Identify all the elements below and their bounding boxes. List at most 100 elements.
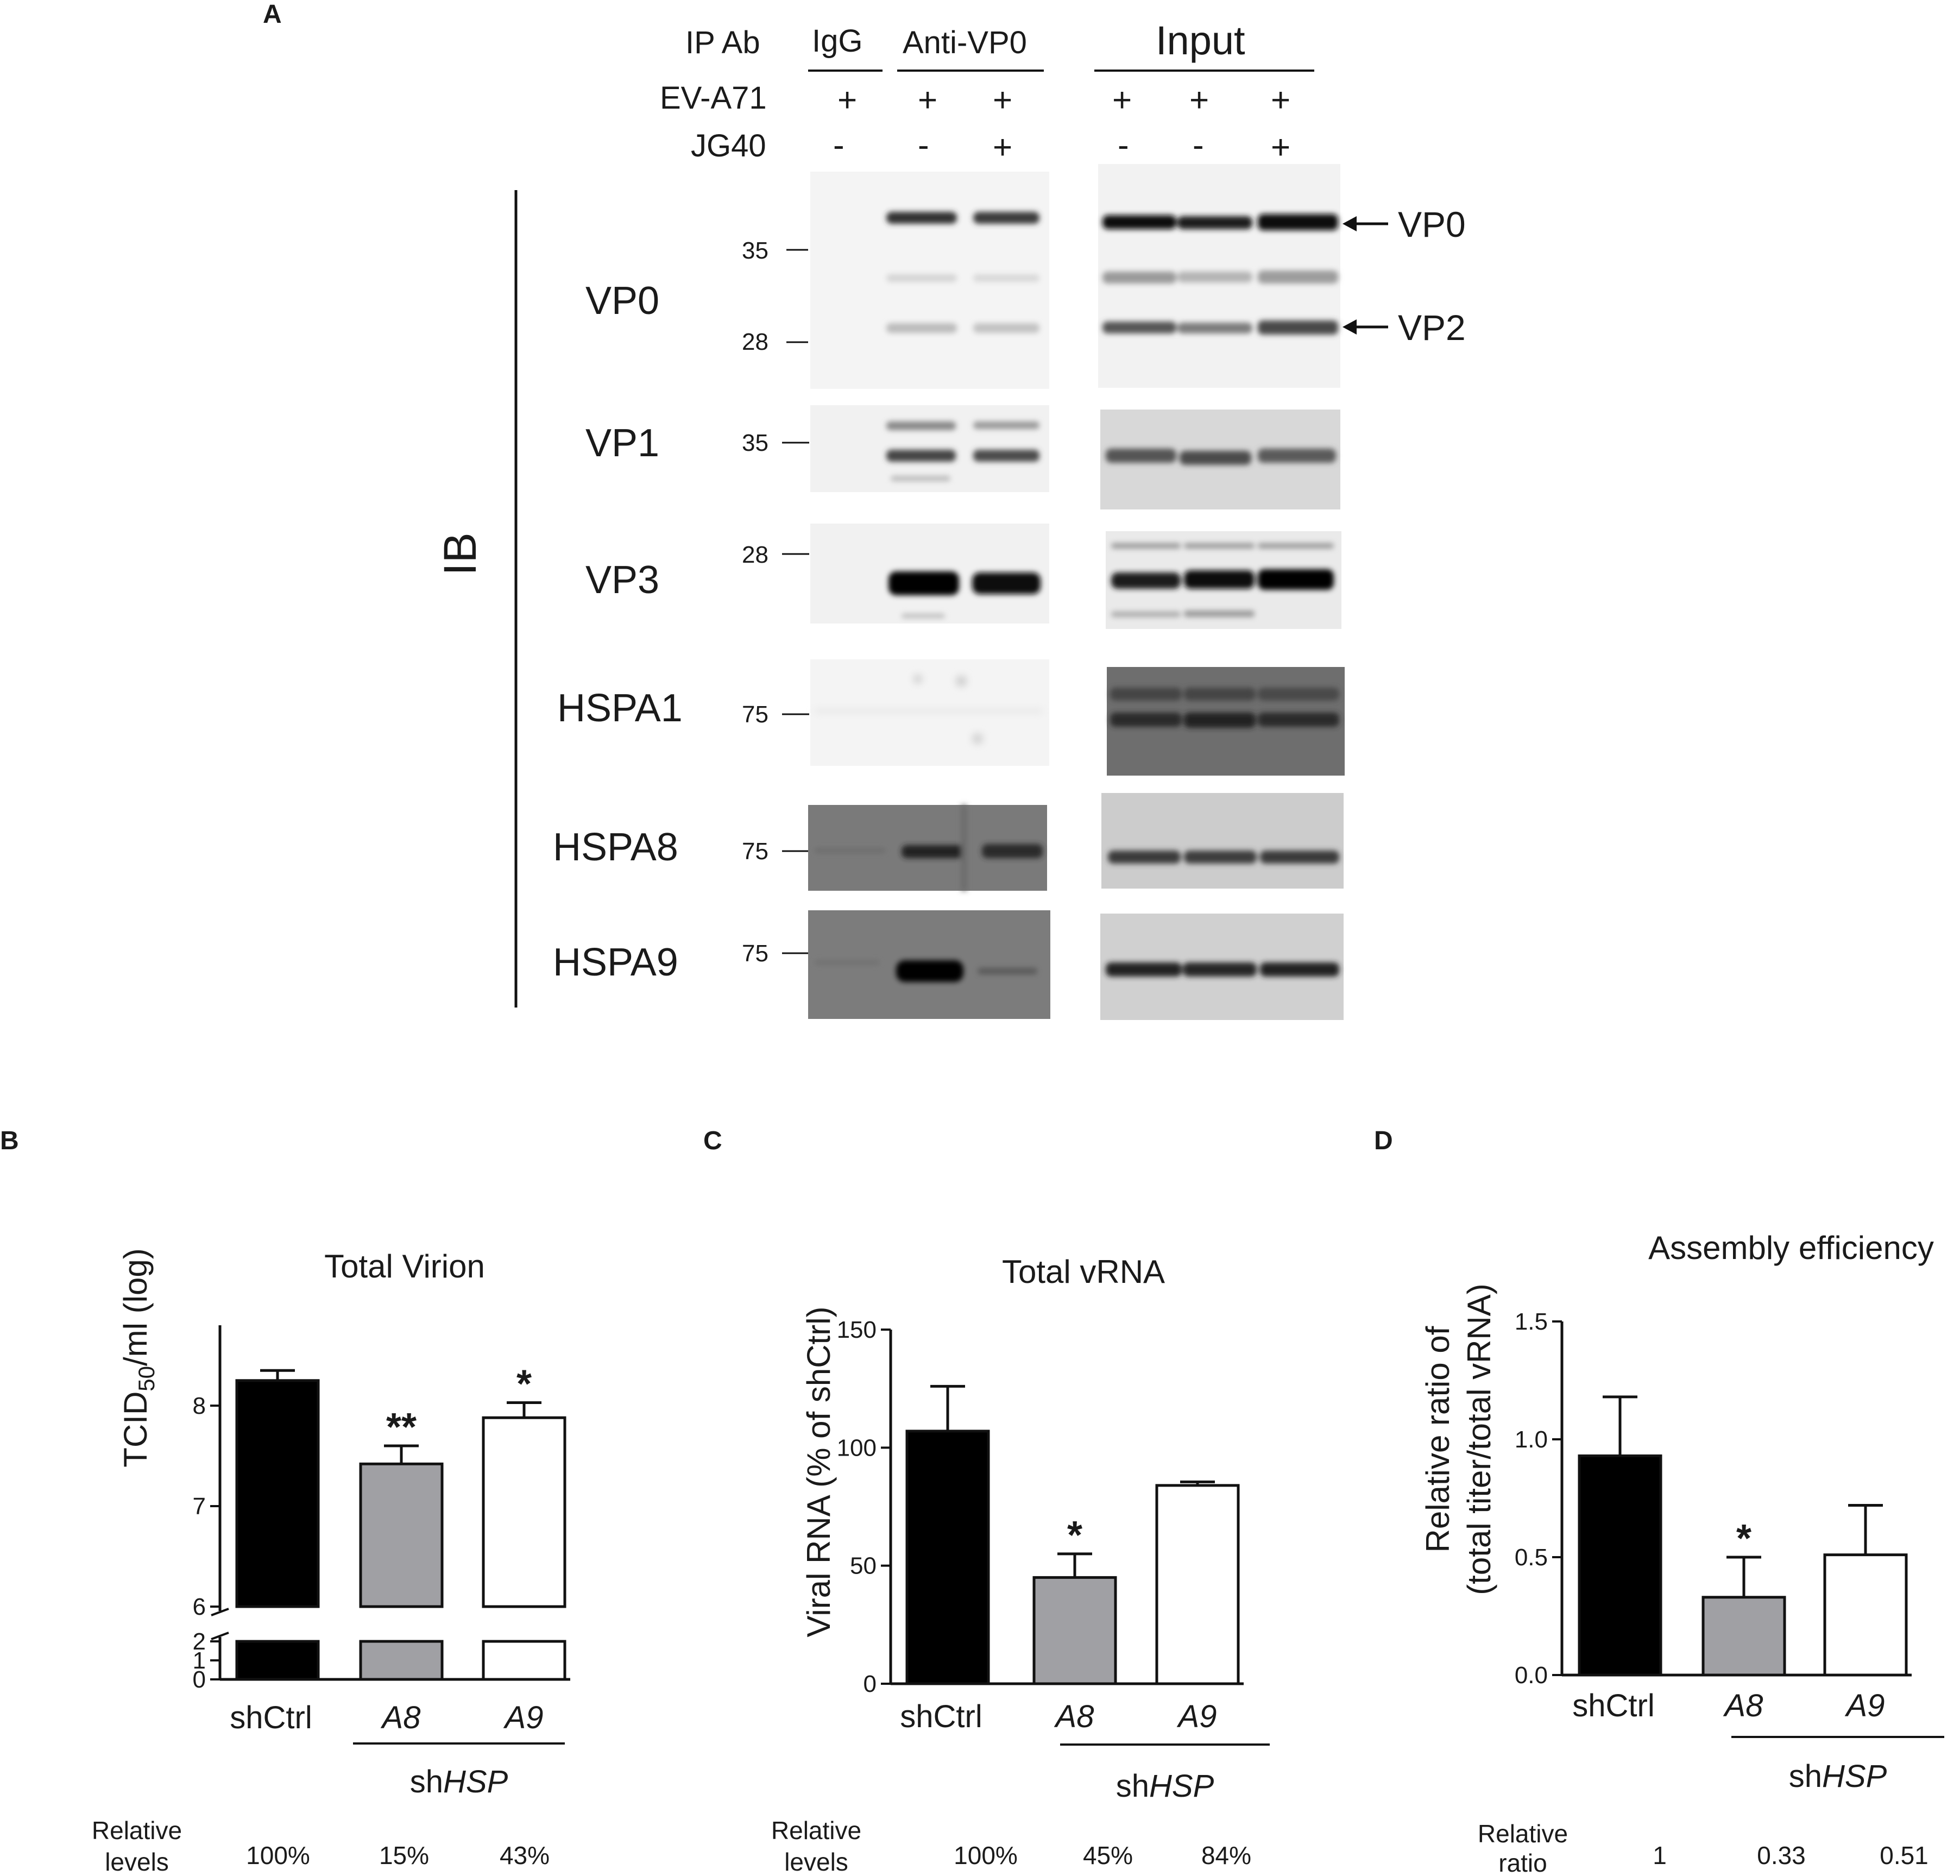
y-tick-label: 0.5 xyxy=(1515,1544,1548,1571)
category-label: A8 xyxy=(1723,1688,1763,1723)
y-tick-label: 8 xyxy=(193,1393,206,1419)
group-label-prefix: sh xyxy=(410,1764,443,1799)
y-tick-label: 1 xyxy=(193,1647,206,1674)
sign-jg40-lane-5: - xyxy=(1193,127,1204,164)
arrow-label-vp2: VP2 xyxy=(1398,307,1466,348)
blot-strip-vp3-ip xyxy=(810,524,1049,624)
chart-b-ylabel-part-1: TCID xyxy=(117,1392,154,1468)
bar-shctrl xyxy=(235,1379,320,1608)
arrow-label-vp0: VP0 xyxy=(1398,204,1466,244)
bar-a8-lower xyxy=(359,1640,444,1681)
sign-ev-a71-lane-6: + xyxy=(1271,81,1290,119)
panel-letter-a: A xyxy=(263,0,282,29)
bar-a9 xyxy=(1155,1484,1240,1685)
category-label: shCtrl xyxy=(230,1700,312,1735)
y-tick-label: 0 xyxy=(864,1671,877,1697)
category-label: shCtrl xyxy=(900,1699,982,1734)
relative-value: 0.51 xyxy=(1880,1841,1929,1869)
blot-strip-hspa8-input xyxy=(1101,793,1344,889)
sign-jg40-lane-2: - xyxy=(918,127,929,164)
panel-b: B Total Virion TCID50/ml (log) 6 7 8 012 shC… xyxy=(0,1126,570,1876)
protein-label-vp3: VP3 xyxy=(585,558,659,602)
mw-marker-vp3-28: 28 xyxy=(742,542,768,568)
protein-label-vp0: VP0 xyxy=(585,279,659,323)
header-ev-a71-label: EV-A71 xyxy=(660,80,767,116)
group-label-prefix: sh xyxy=(1789,1759,1822,1794)
chart-b-ylabel-part-2: /ml (log) xyxy=(117,1248,154,1366)
mw-marker-vp1-35: 35 xyxy=(742,430,768,456)
chart-b-ylabel-subscript: 50 xyxy=(134,1366,159,1392)
ev-a71-signs: + + + + + + xyxy=(837,81,1290,119)
sign-jg40-lane-3: + xyxy=(993,129,1012,166)
y-tick-label: 50 xyxy=(850,1553,877,1579)
header-jg40-label: JG40 xyxy=(691,128,766,163)
group-label-italic: HSP xyxy=(1822,1759,1887,1794)
category-label: A8 xyxy=(381,1700,421,1735)
category-label: A9 xyxy=(1845,1688,1885,1723)
protein-label-hspa9: HSPA9 xyxy=(553,941,678,984)
y-tick-label: 0.0 xyxy=(1515,1662,1548,1689)
group-label-italic: HSP xyxy=(443,1764,508,1799)
axis-break-mark xyxy=(211,1632,229,1640)
significance-marker: * xyxy=(1067,1514,1082,1557)
panel-letter-c: C xyxy=(703,1126,722,1155)
chart-d-ylabel-line-1: Relative ratio of xyxy=(1420,1326,1456,1552)
significance-marker: * xyxy=(1736,1517,1751,1560)
mw-marker-hspa8-75: 75 xyxy=(742,838,768,865)
blot-strip-vp0-input xyxy=(1098,164,1340,388)
relative-value: 100% xyxy=(954,1841,1018,1869)
relative-label-line: levels xyxy=(784,1848,848,1876)
group-label: shHSP xyxy=(1789,1759,1887,1794)
chart-c-ylabel: Viral RNA (% of shCtrl) xyxy=(801,1306,837,1637)
significance-marker: ** xyxy=(386,1406,417,1449)
category-label: A8 xyxy=(1054,1699,1094,1734)
bar-shctrl xyxy=(1578,1454,1662,1677)
bar-a8 xyxy=(1701,1596,1786,1677)
blot-strip-hspa1-ip xyxy=(810,659,1049,766)
sign-ev-a71-lane-1: + xyxy=(837,81,857,119)
group-label: shHSP xyxy=(1116,1768,1214,1804)
relative-value: 0.33 xyxy=(1757,1841,1806,1869)
bar-a8 xyxy=(359,1462,444,1608)
sign-jg40-lane-6: + xyxy=(1271,129,1290,166)
relative-value: 84% xyxy=(1201,1841,1251,1869)
chart-c-plot: 0 50 100 150 shCtrl 100% * A8 45% A9 84% shHSP Relat… xyxy=(771,1317,1270,1876)
relative-value: 43% xyxy=(500,1841,550,1869)
y-tick-label: 2 xyxy=(193,1628,206,1655)
chart-d-ylabel-line-2: (total titer/total vRNA) xyxy=(1461,1283,1497,1595)
significance-marker: * xyxy=(516,1362,532,1406)
arrow-vp0: VP0 xyxy=(1343,204,1466,244)
group-label-input: Input xyxy=(1156,18,1245,63)
relative-label-line: levels xyxy=(105,1848,169,1876)
panel-letter-d: D xyxy=(1374,1126,1393,1155)
relative-value: 45% xyxy=(1083,1841,1133,1869)
sign-ev-a71-lane-5: + xyxy=(1189,81,1209,119)
chart-b-title: Total Virion xyxy=(324,1248,485,1285)
header-ip-ab-label: IP Ab xyxy=(685,25,760,60)
relative-label-line: Relative xyxy=(1478,1820,1568,1848)
relative-value: 100% xyxy=(246,1841,310,1869)
arrow-vp2: VP2 xyxy=(1343,307,1466,348)
bar-shctrl xyxy=(905,1430,990,1685)
relative-value: 1 xyxy=(1653,1841,1667,1869)
y-tick-label: 150 xyxy=(837,1317,877,1343)
ib-label: IB xyxy=(434,532,486,575)
jg40-signs: - - + - - + xyxy=(833,127,1290,166)
blot-strip-vp3-input xyxy=(1106,531,1341,629)
protein-label-hspa1: HSPA1 xyxy=(557,687,683,730)
sign-ev-a71-lane-3: + xyxy=(993,81,1012,119)
sign-jg40-lane-4: - xyxy=(1118,127,1129,164)
panel-d: D Assembly efficiency Relative ratio of … xyxy=(1374,1126,1944,1876)
chart-d-plot: 0.0 0.5 1.0 1.5 shCtrl 1 * A8 0.33 A9 0.51 shHSP Rel… xyxy=(1478,1308,1944,1876)
relative-value: 15% xyxy=(379,1841,429,1869)
relative-label-line: Relative xyxy=(92,1816,182,1844)
mw-marker-hspa1-75: 75 xyxy=(742,701,768,728)
category-label: A9 xyxy=(1177,1699,1217,1734)
chart-d-title: Assembly efficiency xyxy=(1648,1230,1934,1266)
chart-c-title: Total vRNA xyxy=(1002,1254,1165,1290)
y-tick-label: 6 xyxy=(193,1594,206,1620)
mw-marker-vp0-28: 28 xyxy=(742,329,768,355)
group-label-italic: HSP xyxy=(1149,1768,1214,1804)
mw-marker-vp0-35: 35 xyxy=(742,237,768,264)
relative-label-line: Relative xyxy=(771,1816,861,1844)
